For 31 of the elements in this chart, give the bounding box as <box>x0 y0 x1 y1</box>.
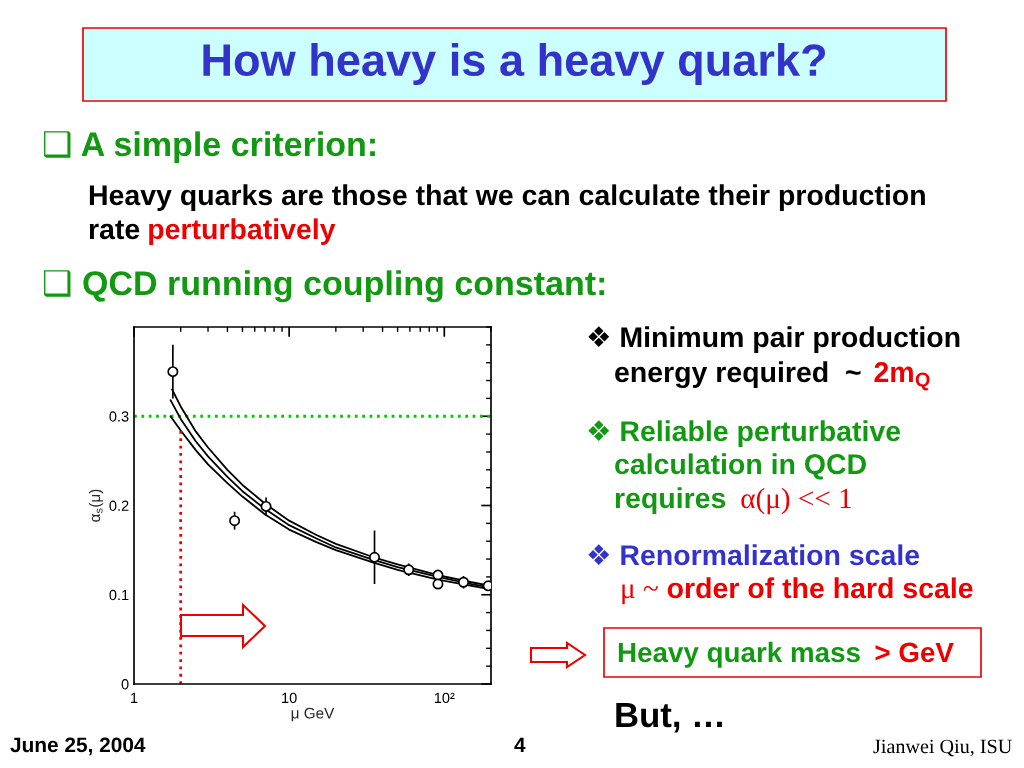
text: μ ~ <box>622 584 658 605</box>
x-tick-label: 1 <box>131 692 138 703</box>
text: calculation in QCD <box>615 453 866 480</box>
text: ❑ A simple criterion: <box>44 131 375 164</box>
text: Heavy quark mass <box>618 641 860 668</box>
y-tick-label: 0.2 <box>109 500 129 511</box>
y-axis-title: α$_{s}$(μ) <box>88 489 104 522</box>
text: α(μ) << 1 <box>741 487 851 515</box>
text: But, … <box>616 703 722 733</box>
text: 4 <box>514 737 526 752</box>
text: ❑ QCD running coupling constant: <box>44 270 605 303</box>
text: requires <box>615 487 726 514</box>
text: 2m$_{Q}$ <box>874 362 930 391</box>
text: June 25, 2004 <box>10 737 146 756</box>
text: ❖ Renormalization scale <box>588 544 920 566</box>
x-tick-label: 10² <box>434 692 455 704</box>
x-tick-label: 10 <box>282 692 297 704</box>
chart-title: How heavy is a heavy quark? <box>203 42 826 86</box>
y-tick-label: 0.1 <box>109 589 129 601</box>
y-tick-label: 0.3 <box>109 411 129 422</box>
text: rate <box>89 220 140 240</box>
text: energy required ~ <box>615 361 861 389</box>
x-axis-title: μ GeV <box>291 707 335 722</box>
text: ❖ Reliable perturbative <box>588 420 901 447</box>
y-tick-label: 0 <box>121 679 129 690</box>
text: > GeV <box>875 642 954 663</box>
text: Heavy quarks are those that we can calculate their production <box>89 184 925 211</box>
text: Jianwei Qiu, ISU <box>873 739 1012 757</box>
text: ❖ Minimum pair production <box>588 326 960 353</box>
text: perturbatively <box>149 218 336 245</box>
text: order of the hard scale <box>667 577 973 599</box>
